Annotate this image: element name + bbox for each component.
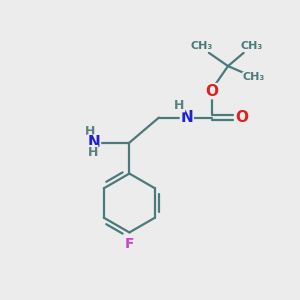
Text: F: F — [124, 237, 134, 250]
Text: CH₃: CH₃ — [190, 41, 213, 51]
Text: CH₃: CH₃ — [241, 41, 263, 51]
Text: O: O — [205, 84, 218, 99]
Text: H: H — [174, 99, 184, 112]
Text: H: H — [85, 125, 95, 138]
Text: CH₃: CH₃ — [243, 72, 265, 82]
Text: O: O — [235, 110, 248, 125]
Text: N: N — [180, 110, 193, 125]
Text: H: H — [87, 146, 98, 159]
Text: N: N — [88, 135, 100, 150]
